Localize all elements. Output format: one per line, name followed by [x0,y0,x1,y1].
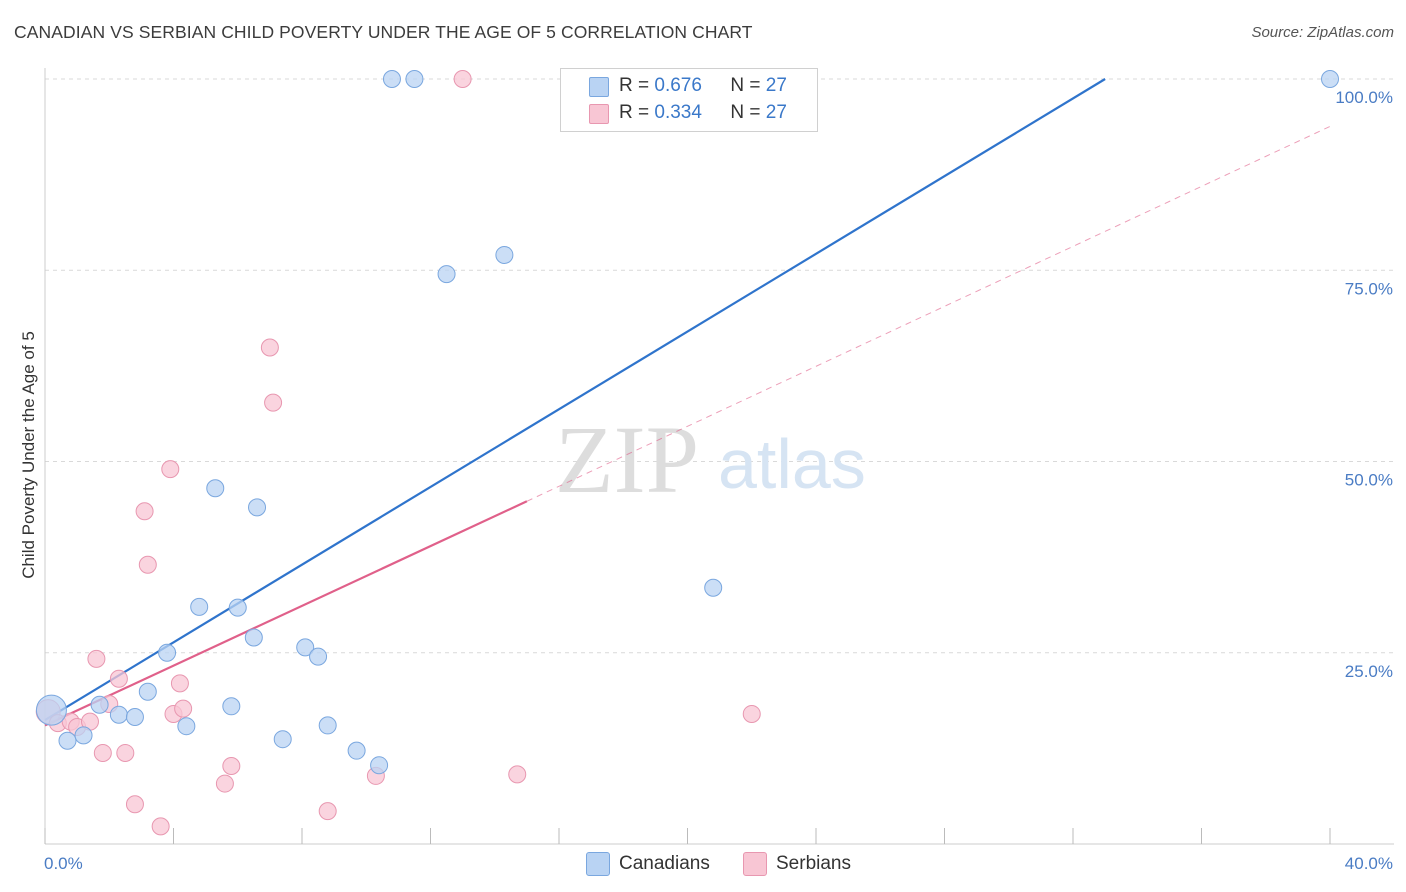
canadians-legend-label: Canadians [619,853,710,874]
x-tick-label-max: 40.0% [1345,854,1393,873]
y-axis-label: Child Poverty Under the Age of 5 [19,331,38,579]
serbian-trend-line [44,500,528,727]
serbians-legend-label: Serbians [776,853,851,874]
serbian-point [264,393,283,412]
x-tick-label-min: 0.0% [44,854,83,873]
canadian-point [405,70,424,88]
serbian-point [215,774,234,793]
canadian-stats: R = 0.676 N = 27 [619,74,787,98]
watermark: ZIP atlas [555,406,866,513]
chart-title: CANADIAN VS SERBIAN CHILD POVERTY UNDER … [14,22,753,42]
canadian-point [309,647,328,666]
canadian-point [35,694,67,726]
serbian-point [87,649,106,668]
serbian-point [93,743,112,762]
serbian-point [138,555,157,574]
canadian-point [190,597,209,616]
serbian-trend-extension [526,125,1331,502]
canadian-point [704,578,723,597]
canadian-point [273,730,292,749]
serbian-point [453,70,472,88]
serbian-r-label: R = [619,102,655,123]
canadian-r-label: R = [619,75,655,96]
serbian-point [260,338,279,357]
serbian-r-value: 0.334 [654,102,702,123]
serbian-n-value: 27 [765,102,787,123]
serbian-point [125,795,144,814]
canadian-point [244,628,263,647]
canadian-point [222,697,241,716]
serbian-n-label: N = [730,102,766,123]
correlation-legend: R = 0.676 N = 27 R = 0.334 N = 27 [560,68,818,132]
canadian-point [1321,70,1339,88]
serbian-point [174,699,193,718]
canadian-point [90,695,109,714]
serbian-point [151,817,170,836]
serbians-legend-swatch [743,852,767,876]
canadian-point [138,682,157,701]
canadian-point [228,598,247,617]
trend-lines [44,78,1331,727]
canadian-point [125,708,144,727]
y-tick-label: 100.0% [1335,88,1393,107]
canadian-point [248,498,267,517]
serbian-point [170,674,189,693]
legend-item-canadians: Canadians [586,851,710,877]
canadian-point [206,479,225,498]
canadian-point [158,643,177,662]
serbian-point [222,756,241,775]
canadian-r-value: 0.676 [654,75,702,96]
serbian-point [109,669,128,688]
y-tick-label: 50.0% [1345,471,1393,490]
canadian-point [370,756,389,775]
watermark-zip: ZIP [555,406,699,513]
serbian-point [135,502,154,521]
canadian-point [296,638,315,657]
canadian-point [347,741,366,760]
canadian-point [58,731,77,750]
legend-item-serbians: Serbians [743,851,851,877]
canadians-legend-swatch [586,852,610,876]
canadian-n-label: N = [730,75,766,96]
canadian-point [382,70,401,88]
canadian-point [495,245,514,264]
canadian-point [177,717,196,736]
y-tick-label: 75.0% [1345,279,1393,298]
serbian-stats: R = 0.334 N = 27 [619,101,787,125]
y-tick-label: 25.0% [1345,662,1393,681]
serbian-point [508,765,527,784]
canadian-point [109,705,128,724]
canadian-point [74,726,93,745]
serbian-point [318,802,337,821]
data-points [35,70,1339,836]
canadian-point [318,716,337,735]
serbian-point [161,460,180,479]
canadian-n-value: 27 [765,75,787,96]
grid [45,78,1394,654]
serbian-point [116,743,135,762]
serbian-point [742,704,761,723]
serbian-swatch [589,104,609,124]
watermark-atlas: atlas [718,425,866,503]
canadian-point [437,265,456,284]
source-label: Source: ZipAtlas.com [1251,24,1394,41]
canadian-swatch [589,77,609,97]
canadian-trend-line [44,78,1106,722]
